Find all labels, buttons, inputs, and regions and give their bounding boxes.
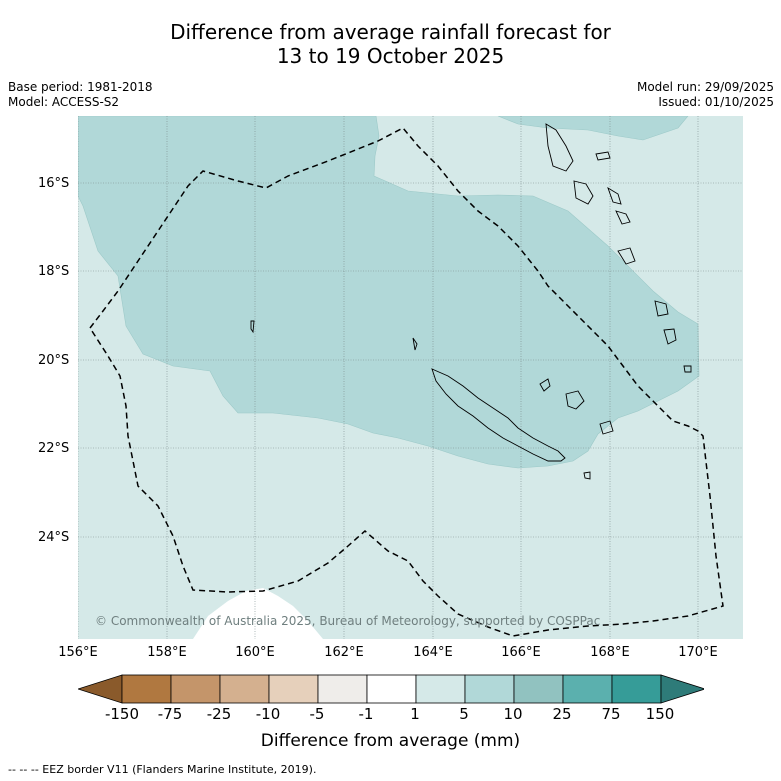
colorbar-cell (611, 674, 662, 704)
colorbar-cell (317, 674, 368, 704)
graticule (78, 116, 743, 639)
cb-tick-label: 25 (552, 705, 572, 723)
lon-label-160e: 160°E (235, 645, 275, 660)
small-island-a (583, 471, 591, 480)
lon-label-162e: 162°E (324, 645, 364, 660)
map-title-line2: 13 to 19 October 2025 (276, 44, 505, 68)
issued-date: Issued: 01/10/2025 (658, 95, 774, 109)
small-island-b (412, 337, 418, 351)
cb-tick-label: -5 (309, 705, 325, 723)
lon-label-166e: 166°E (501, 645, 541, 660)
loyalty-island-3 (599, 420, 614, 435)
cb-tick-label: -25 (206, 705, 232, 723)
lat-label-20s: 20°S (38, 353, 70, 368)
lat-label-24s: 24°S (38, 530, 70, 545)
loyalty-island-1 (539, 378, 551, 392)
colorbar-cells (78, 674, 704, 704)
lat-label-16s: 16°S (38, 176, 70, 191)
meta-left: Base period: 1981-2018 Model: ACCESS-S2 (8, 80, 153, 110)
loyalty-island-2 (565, 390, 585, 410)
cb-tick-label: 5 (459, 705, 469, 723)
lat-label-22s: 22°S (38, 441, 70, 456)
map-svg (78, 116, 743, 639)
mid-band-ne (497, 116, 689, 141)
colorbar-cell (170, 674, 221, 704)
colorbar-cell (268, 674, 319, 704)
colorbar-cell (464, 674, 515, 704)
colorbar-cell (513, 674, 564, 704)
vanuatu-island-4 (607, 186, 622, 205)
vanuatu-island-7 (654, 300, 669, 317)
white-band-area (193, 588, 323, 639)
lon-label-170e: 170°E (678, 645, 718, 660)
vanuatu-island-5 (615, 210, 631, 225)
vanuatu-island-8 (663, 328, 677, 345)
vanuatu-island-1 (545, 123, 574, 172)
rainfall-map (78, 116, 743, 639)
cb-tick-label: -75 (157, 705, 183, 723)
colorbar (78, 674, 704, 704)
cb-tick-label: 10 (503, 705, 523, 723)
model-name: Model: ACCESS-S2 (8, 95, 120, 109)
cb-tick-label: 1 (410, 705, 420, 723)
eez-border (89, 127, 724, 637)
model-run: Model run: 29/09/2025 (636, 80, 774, 94)
lon-label-156e: 156°E (58, 645, 98, 660)
small-island-c (250, 320, 255, 334)
colorbar-extend-high (660, 674, 704, 704)
meta-right: Model run: 29/09/2025 Issued: 01/10/2025 (637, 80, 774, 110)
new-caledonia-main-island (431, 368, 566, 462)
lon-label-168e: 168°E (590, 645, 630, 660)
cb-tick-label: -10 (255, 705, 281, 723)
colorbar-cell (219, 674, 270, 704)
cb-tick-label: 75 (601, 705, 621, 723)
vanuatu-island-9 (683, 365, 692, 373)
mid-band-area (78, 116, 700, 469)
lon-label-164e: 164°E (413, 645, 453, 660)
colorbar-cell (562, 674, 613, 704)
cb-tick-label: -1 (358, 705, 374, 723)
colorbar-cell (121, 674, 172, 704)
base-period: Base period: 1981-2018 (8, 80, 153, 94)
vanuatu-island-6 (617, 247, 636, 265)
lat-label-18s: 18°S (38, 264, 70, 279)
colorbar-title: Difference from average (mm) (260, 731, 521, 751)
map-title-line1: Difference from average rainfall forecas… (170, 20, 611, 44)
vanuatu-island-2 (595, 151, 611, 161)
colorbar-cell (415, 674, 466, 704)
lon-label-158e: 158°E (147, 645, 187, 660)
cb-tick-label: 150 (645, 705, 675, 723)
vanuatu-island-3 (573, 180, 594, 205)
cb-tick-label: -150 (104, 705, 140, 723)
eez-legend-footer: -- -- -- EEZ border V11 (Flanders Marine… (8, 763, 317, 776)
colorbar-extend-low (78, 674, 123, 704)
copyright-notice: © Commonwealth of Australia 2025, Bureau… (95, 614, 601, 628)
colorbar-cell (366, 674, 417, 704)
